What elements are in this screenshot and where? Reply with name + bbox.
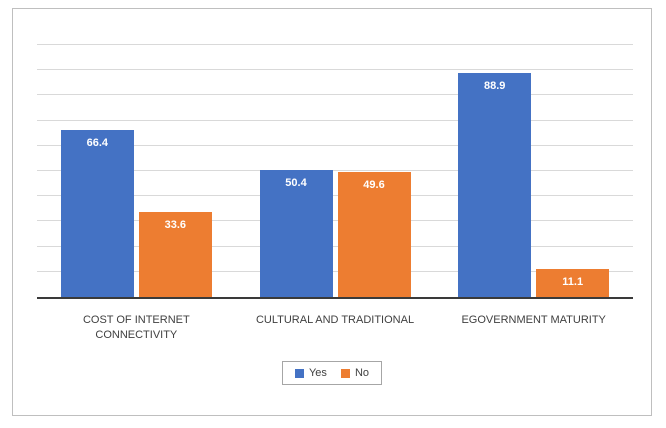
gridline bbox=[37, 119, 633, 121]
chart-frame: 66.4 33.6 50.4 49.6 88.9 11.1 COST OF INTERNE… bbox=[12, 8, 652, 416]
bar-no: 49.6 bbox=[337, 172, 411, 297]
legend-label-yes: Yes bbox=[308, 367, 327, 379]
legend-item-no: No bbox=[340, 367, 369, 379]
bar-group: 88.9 11.1 bbox=[434, 72, 633, 297]
category-axis: COST OF INTERNET CONNECTIVITY CULTURAL A… bbox=[37, 305, 633, 344]
bar-yes: 66.4 bbox=[60, 129, 134, 297]
bar-group: 50.4 49.6 bbox=[236, 170, 435, 297]
bar-groups: 66.4 33.6 50.4 49.6 88.9 11.1 bbox=[37, 45, 633, 297]
legend: Yes No bbox=[281, 361, 382, 385]
legend-item-yes: Yes bbox=[294, 367, 327, 379]
category-label-egovernment-maturity: EGOVERNMENT MATURITY bbox=[461, 314, 606, 326]
legend-wrap: Yes No bbox=[13, 361, 651, 385]
bar-data-label: 50.4 bbox=[285, 177, 307, 189]
gridline bbox=[37, 195, 633, 197]
gridline bbox=[37, 44, 633, 45]
legend-swatch-no-icon bbox=[340, 368, 350, 378]
category-label-cultural-traditional: CULTURAL AND TRADITIONAL bbox=[255, 314, 415, 326]
plot-area: 66.4 33.6 50.4 49.6 88.9 11.1 bbox=[37, 44, 633, 299]
category-label-cost-of-internet: COST OF INTERNET CONNECTIVITY bbox=[82, 314, 190, 342]
bar-no: 11.1 bbox=[536, 269, 610, 297]
bar-yes: 50.4 bbox=[259, 170, 333, 297]
gridline bbox=[37, 144, 633, 146]
gridline bbox=[37, 170, 633, 171]
bar-data-label: 33.6 bbox=[164, 219, 187, 232]
bar-group: 66.4 33.6 bbox=[37, 129, 236, 297]
gridline bbox=[37, 270, 633, 272]
gridline bbox=[37, 69, 633, 71]
legend-swatch-yes-icon bbox=[294, 368, 304, 378]
bar-no: 33.6 bbox=[138, 212, 212, 297]
gridline bbox=[37, 94, 633, 96]
bar-yes: 88.9 bbox=[458, 72, 532, 297]
bar-data-label: 88.9 bbox=[483, 79, 506, 92]
bar-data-label: 11.1 bbox=[562, 276, 584, 289]
bar-data-label: 49.6 bbox=[363, 179, 385, 192]
legend-label-no: No bbox=[354, 367, 369, 379]
gridline bbox=[37, 220, 633, 222]
bar-data-label: 66.4 bbox=[86, 136, 109, 149]
gridline bbox=[37, 245, 633, 247]
